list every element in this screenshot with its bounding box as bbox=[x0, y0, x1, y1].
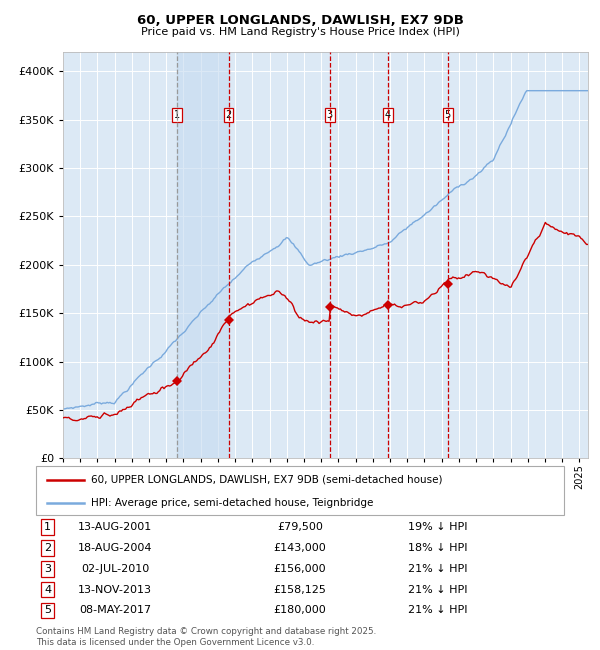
Text: 60, UPPER LONGLANDS, DAWLISH, EX7 9DB (semi-detached house): 60, UPPER LONGLANDS, DAWLISH, EX7 9DB (s… bbox=[91, 474, 443, 485]
Text: 2: 2 bbox=[44, 543, 51, 553]
Text: 2: 2 bbox=[226, 110, 232, 120]
Text: 08-MAY-2017: 08-MAY-2017 bbox=[79, 605, 151, 616]
Text: HPI: Average price, semi-detached house, Teignbridge: HPI: Average price, semi-detached house,… bbox=[91, 498, 374, 508]
Text: 13-AUG-2001: 13-AUG-2001 bbox=[78, 522, 152, 532]
Text: 21% ↓ HPI: 21% ↓ HPI bbox=[407, 564, 467, 574]
Text: 21% ↓ HPI: 21% ↓ HPI bbox=[407, 605, 467, 616]
Text: 4: 4 bbox=[44, 584, 51, 595]
Text: 18% ↓ HPI: 18% ↓ HPI bbox=[407, 543, 467, 553]
Text: 1: 1 bbox=[174, 110, 180, 120]
Text: 1: 1 bbox=[44, 522, 51, 532]
Bar bbox=[177, 52, 229, 458]
Text: 02-JUL-2010: 02-JUL-2010 bbox=[81, 564, 149, 574]
Text: 60, UPPER LONGLANDS, DAWLISH, EX7 9DB: 60, UPPER LONGLANDS, DAWLISH, EX7 9DB bbox=[137, 14, 463, 27]
Text: 5: 5 bbox=[44, 605, 51, 616]
Text: £143,000: £143,000 bbox=[274, 543, 326, 553]
Text: £158,125: £158,125 bbox=[274, 584, 326, 595]
Text: 3: 3 bbox=[327, 110, 333, 120]
Text: 3: 3 bbox=[44, 564, 51, 574]
Text: 5: 5 bbox=[445, 110, 451, 120]
Text: 18-AUG-2004: 18-AUG-2004 bbox=[78, 543, 152, 553]
Text: 13-NOV-2013: 13-NOV-2013 bbox=[78, 584, 152, 595]
Text: £156,000: £156,000 bbox=[274, 564, 326, 574]
Text: Contains HM Land Registry data © Crown copyright and database right 2025.
This d: Contains HM Land Registry data © Crown c… bbox=[36, 627, 376, 647]
Text: 21% ↓ HPI: 21% ↓ HPI bbox=[407, 584, 467, 595]
Text: Price paid vs. HM Land Registry's House Price Index (HPI): Price paid vs. HM Land Registry's House … bbox=[140, 27, 460, 37]
Text: £180,000: £180,000 bbox=[274, 605, 326, 616]
Text: 19% ↓ HPI: 19% ↓ HPI bbox=[407, 522, 467, 532]
Text: 4: 4 bbox=[385, 110, 391, 120]
Text: £79,500: £79,500 bbox=[277, 522, 323, 532]
FancyBboxPatch shape bbox=[36, 466, 564, 515]
